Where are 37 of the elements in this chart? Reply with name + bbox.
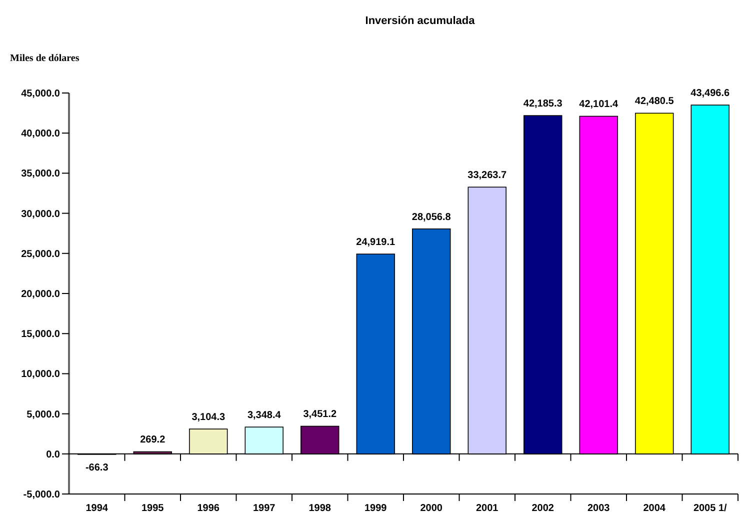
y-axis-title: Miles de dólares (10, 53, 80, 64)
data-label: 3,104.3 (192, 412, 226, 424)
x-tick-label: 2005 1/ (693, 503, 728, 514)
data-label: 24,919.1 (356, 237, 396, 248)
y-tick-label: 40,000.0 (21, 128, 60, 140)
data-label: 269.2 (140, 434, 166, 446)
y-tick-label: 0.0 (46, 449, 60, 460)
data-label: 42,480.5 (634, 96, 674, 108)
x-tick-label: 2003 (588, 503, 610, 514)
data-label: 28,056.8 (412, 212, 452, 223)
y-tick-label: 5,000.0 (26, 409, 60, 420)
y-tick-label: 15,000.0 (21, 329, 60, 340)
x-tick-label: 1994 (86, 503, 108, 514)
y-tick-label: 20,000.0 (21, 289, 60, 300)
data-label: 3,348.4 (247, 410, 282, 422)
x-tick-label: 1999 (364, 503, 388, 514)
data-label: -66.3 (85, 462, 109, 474)
y-tick-label: 30,000.0 (21, 208, 60, 220)
x-tick-label: 2001 (476, 503, 499, 514)
data-label: 3,451.2 (303, 409, 337, 420)
y-tick-label: 25,000.0 (21, 248, 60, 260)
x-tick-label: 1998 (308, 503, 332, 514)
chart-title: Inversión acumulada (365, 15, 476, 27)
data-label: 42,101.4 (579, 99, 619, 110)
data-label: 33,263.7 (468, 170, 508, 182)
x-tick-label: 2004 (643, 503, 666, 514)
y-tick-label: 10,000.0 (21, 369, 60, 380)
x-tick-label: 1995 (142, 503, 164, 514)
x-tick-label: 2002 (532, 503, 554, 514)
data-label: 43,496.6 (690, 88, 730, 100)
data-label: 42,185.3 (523, 98, 563, 110)
x-tick-label: 1996 (197, 503, 220, 514)
y-tick-label: 35,000.0 (21, 168, 60, 180)
x-tick-label: 1997 (253, 503, 276, 514)
y-tick-label: -5,000.0 (23, 490, 60, 500)
x-tick-label: 2000 (420, 503, 443, 514)
y-tick-label: 45,000.0 (21, 88, 60, 100)
